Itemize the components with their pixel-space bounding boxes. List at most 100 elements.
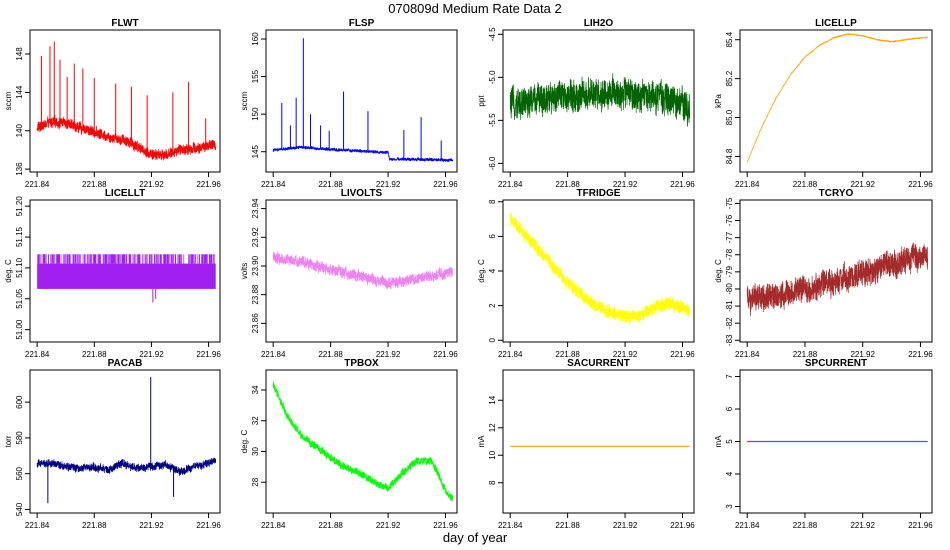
panel-data [36, 377, 217, 504]
x-tick-label: 221.96 [908, 180, 933, 189]
panel-spcurrent: SPCURRENT 221.84 221.88 221.92 221.96 3 4 5 6 7 mA [714, 358, 933, 530]
x-tick-label: 221.88 [82, 521, 107, 530]
y-tick-label: 12 [488, 423, 497, 432]
y-tick-label: 8 [488, 199, 497, 204]
y-tick-label: 3 [725, 504, 734, 509]
plot-box [739, 199, 933, 343]
x-tick-label: 221.84 [261, 521, 286, 530]
y-tick-label: 51.00 [15, 319, 24, 340]
panel-title: TFRIDGE [577, 188, 621, 199]
x-tick-label: 221.88 [793, 180, 818, 189]
panel-title: LIVOLTS [341, 188, 383, 199]
panel-data [746, 242, 929, 317]
data-band [37, 263, 216, 289]
y-tick-label: 51.10 [15, 257, 24, 278]
panel-tfridge: TFRIDGE 221.84 221.88 221.92 221.96 0 2 4 6 8 deg.… [477, 188, 695, 359]
x-tick-label: 221.88 [82, 180, 107, 189]
y-axis-label: mA [477, 435, 486, 448]
x-tick-label: 221.84 [498, 180, 523, 189]
y-axis-label: sccm [4, 91, 13, 110]
x-tick-label: 221.84 [25, 350, 50, 359]
x-tick-label: 221.84 [25, 180, 50, 189]
y-tick-label: 155 [251, 69, 260, 83]
x-tick-label: 221.84 [25, 521, 50, 530]
y-tick-label: 23.88 [251, 284, 260, 305]
panel-livolts: LIVOLTS 221.84 221.88 221.92 221.96 23.86 23.8… [240, 188, 458, 359]
y-tick-label: 600 [15, 395, 24, 409]
x-tick-label: 221.92 [613, 180, 638, 189]
y-tick-label: 23.92 [251, 227, 260, 248]
y-tick-label: 7 [725, 374, 734, 379]
x-tick-label: 221.96 [196, 350, 221, 359]
panel-data [509, 211, 691, 325]
y-tick-label: -83 [725, 334, 734, 346]
y-tick-label: 4 [488, 268, 497, 273]
y-tick-label: 34 [251, 385, 260, 394]
x-tick-label: 221.96 [908, 521, 933, 530]
plot-box [29, 369, 221, 514]
y-tick-label: 6 [488, 234, 497, 239]
y-tick-label: 28 [251, 477, 260, 486]
plot-box [29, 199, 221, 343]
panel-title: LIH2O [584, 18, 614, 29]
x-tick-label: 221.84 [261, 350, 286, 359]
y-tick-label: 51.20 [15, 196, 24, 217]
panel-tcryo: TCRYO 221.84 221.88 221.92 221.96 -83 -82 -81 -8… [714, 188, 933, 359]
panel-sacurrent: SACURRENT 221.84 221.88 221.92 221.96 8 10 12 14… [477, 358, 695, 530]
x-tick-label: 221.88 [555, 350, 580, 359]
panel-data [746, 33, 928, 163]
x-tick-label: 221.84 [735, 350, 760, 359]
y-tick-label: 4 [725, 471, 734, 476]
y-axis-label: sccm [240, 91, 249, 110]
y-tick-label: 23.90 [251, 255, 260, 276]
data-line [272, 251, 453, 290]
panel-title: PACAB [108, 358, 143, 369]
x-tick-label: 221.84 [735, 521, 760, 530]
y-tick-label: 85.0 [725, 109, 734, 125]
panel-flwt: FLWT 221.84 221.88 221.92 221.96 136 140 144 148… [4, 18, 221, 189]
y-tick-label: 148 [15, 47, 24, 61]
x-tick-label: 221.88 [793, 521, 818, 530]
x-tick-label: 221.92 [139, 350, 164, 359]
data-line [746, 242, 929, 317]
figure-xlabel: day of year [442, 530, 508, 545]
data-line [509, 73, 691, 127]
y-tick-label: 23.86 [251, 313, 260, 334]
plot-box [265, 199, 458, 343]
x-tick-label: 221.96 [433, 350, 458, 359]
plot-box [265, 369, 458, 514]
y-tick-label: -77 [725, 231, 734, 243]
y-axis-label: kPa [714, 94, 723, 108]
x-tick-label: 221.84 [735, 180, 760, 189]
panel-tpbox: TPBOX 221.84 221.88 221.92 221.96 28 30 32 34 deg… [240, 358, 458, 530]
x-tick-label: 221.96 [908, 350, 933, 359]
panel-title: LICELLT [105, 188, 145, 199]
x-tick-label: 221.92 [850, 350, 875, 359]
panel-data [509, 73, 691, 127]
y-tick-label: -80 [725, 283, 734, 295]
data-line [272, 145, 454, 162]
plot-box [502, 369, 695, 514]
y-tick-label: 14 [488, 395, 497, 404]
y-tick-label: 5 [725, 439, 734, 444]
x-tick-label: 221.88 [555, 521, 580, 530]
panel-lih2o: LIH2O 221.84 221.88 221.92 221.96 -6.0 -5.5 -5.… [477, 18, 695, 189]
y-axis-label: deg. C [477, 259, 486, 283]
figure-title: 070809d Medium Rate Data 2 [388, 1, 562, 16]
x-tick-label: 221.92 [613, 521, 638, 530]
y-tick-label: -75 [725, 197, 734, 209]
x-tick-label: 221.92 [850, 521, 875, 530]
y-tick-label: -78 [725, 248, 734, 260]
y-tick-label: -82 [725, 317, 734, 329]
y-tick-label: 10 [488, 450, 497, 459]
panel-title: SPCURRENT [805, 358, 867, 369]
x-tick-label: 221.84 [261, 180, 286, 189]
y-tick-label: 23.94 [251, 198, 260, 219]
x-tick-label: 221.96 [196, 180, 221, 189]
y-axis-label: ppt [477, 95, 486, 107]
x-tick-label: 221.92 [613, 350, 638, 359]
y-axis-label: deg. C [714, 259, 723, 283]
y-tick-label: 8 [488, 480, 497, 485]
x-tick-label: 221.88 [793, 350, 818, 359]
